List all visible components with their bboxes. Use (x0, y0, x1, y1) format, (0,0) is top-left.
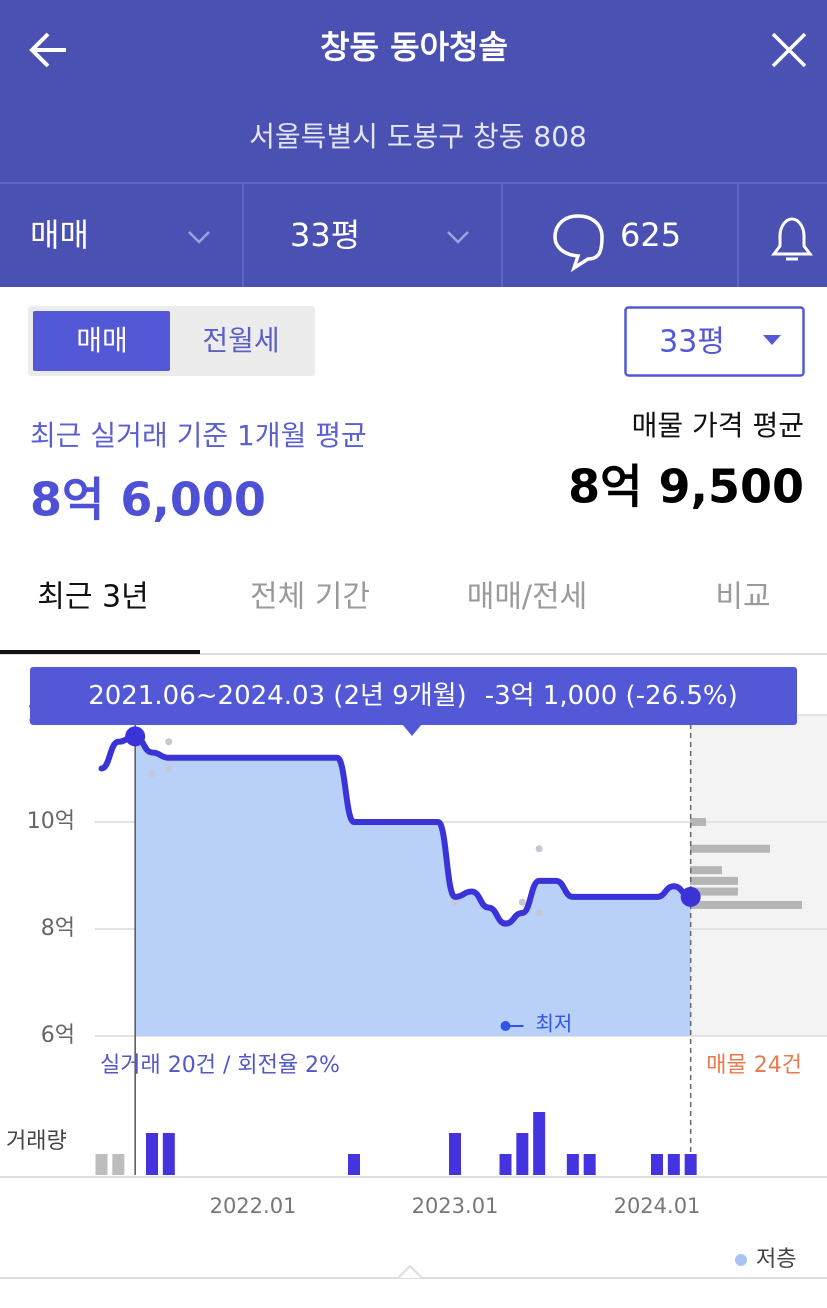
listing-price: 8억 9,500 (568, 460, 804, 514)
comment-count[interactable]: 625 (620, 216, 681, 254)
tooltip-bg (30, 667, 797, 725)
transaction-point (451, 898, 459, 906)
transaction-point (165, 765, 173, 772)
range-marker (125, 726, 146, 747)
x-tick-label: 2023.01 (412, 1194, 499, 1218)
x-tick-label: 2022.01 (210, 1194, 297, 1218)
close-button[interactable] (771, 32, 807, 68)
header-bg (0, 0, 827, 287)
tab[interactable]: 전체 기간 (250, 580, 370, 615)
chevron (188, 231, 210, 244)
listing-label: 매물 가격 평균 (632, 409, 804, 442)
toggle-option[interactable]: 전월세 (202, 324, 279, 357)
bell-icon[interactable] (771, 217, 813, 261)
notch (397, 1264, 423, 1279)
volume-bar (533, 1112, 546, 1175)
chevron (447, 231, 469, 244)
volume-bar (499, 1154, 512, 1175)
address: 서울특별시 도봉구 창동 808 (249, 120, 587, 153)
price-line (98, 733, 694, 927)
title: 창동 동아청솔 (320, 28, 508, 66)
legend-label: 저층 (756, 1247, 796, 1272)
comment-icon[interactable] (553, 214, 604, 273)
volume-bar (516, 1133, 529, 1175)
volume-bar (162, 1133, 175, 1175)
low-label: 최저 (536, 1012, 573, 1036)
tooltip-pointer (402, 724, 422, 736)
y-tick-label: 6억 (41, 1023, 75, 1048)
tab[interactable]: 최근 3년 (37, 580, 148, 615)
volume-bar (112, 1154, 125, 1175)
volume-bar (684, 1154, 697, 1175)
tooltip: 2021.06~2024.03 (2년 9개월) -3억 1,000 (-26.5… (88, 681, 738, 711)
transaction-point (165, 738, 173, 746)
chart: 6억8억10억12억최저실거래 20건 / 회전율 2%매물 24건거래량202… (0, 667, 827, 1272)
x-tick-label: 2024.01 (614, 1194, 701, 1218)
transaction-point (148, 770, 156, 778)
transaction-point (535, 909, 543, 917)
range-marker (680, 886, 701, 907)
listing-bar (690, 900, 802, 909)
tab[interactable]: 매매/전세 (467, 580, 588, 615)
size-select-text[interactable]: 33평 (659, 325, 725, 360)
tab[interactable]: 비교 (715, 580, 770, 615)
listings-label: 매물 24건 (706, 1053, 802, 1078)
tooltip-period: 2021.06~2024.03 (2년 9개월) (88, 681, 466, 711)
tooltip-change: -3억 1,000 (-26.5%) (485, 681, 738, 711)
size-select[interactable] (624, 306, 805, 377)
back-button[interactable] (29, 32, 66, 68)
listing-bar (690, 818, 706, 826)
volume-bar (667, 1154, 680, 1175)
listing-bar (690, 866, 722, 875)
volume-bar (348, 1154, 360, 1175)
volume-bar (146, 1133, 158, 1175)
volume-label: 거래량 (6, 1129, 67, 1154)
deal-type-filter[interactable]: 매매 (30, 216, 89, 254)
listing-bar (690, 844, 770, 853)
y-tick-label: 8억 (41, 916, 75, 941)
toggle-option[interactable]: 매매 (76, 324, 128, 357)
recent-price: 8억 6,000 (30, 473, 266, 527)
volume-bar (566, 1154, 579, 1175)
size-filter[interactable]: 33평 (290, 216, 360, 254)
legend-dot (735, 1254, 747, 1266)
recent-label: 최근 실거래 기준 1개월 평균 (30, 419, 367, 452)
volume-bar (583, 1154, 596, 1175)
deals-label: 실거래 20건 / 회전율 2% (100, 1053, 340, 1078)
transaction-point (535, 845, 543, 853)
listing-bar (690, 887, 738, 896)
y-tick-label: 10억 (27, 809, 75, 834)
transaction-point (518, 898, 526, 906)
range-area (135, 736, 691, 1036)
dropdown-arrow (763, 335, 781, 345)
volume-bar (95, 1154, 108, 1175)
listing-bar (690, 876, 738, 885)
volume-bar (449, 1133, 461, 1175)
toggle-active[interactable] (33, 311, 170, 371)
volume-bar (651, 1154, 663, 1175)
listing-panel (690, 715, 827, 1036)
